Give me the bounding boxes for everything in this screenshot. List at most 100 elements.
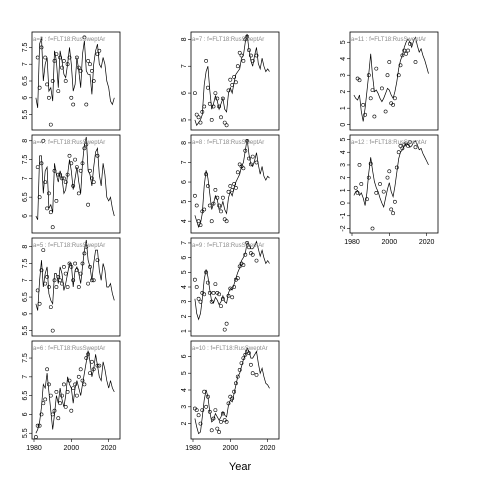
y-tick-label: 5.5 xyxy=(22,110,29,120)
y-tick-label: 6 xyxy=(22,96,29,100)
observed-point xyxy=(357,78,362,83)
observed-point xyxy=(75,268,79,273)
observed-point xyxy=(243,148,248,153)
observed-point xyxy=(50,225,55,230)
panel-frame xyxy=(349,31,439,131)
observed-point xyxy=(196,296,201,301)
observed-point xyxy=(237,367,242,372)
observed-point xyxy=(88,62,92,67)
observed-point xyxy=(243,37,248,42)
observed-point xyxy=(392,96,397,101)
observed-point xyxy=(222,120,227,125)
panel-frame xyxy=(31,134,121,234)
fitted-line xyxy=(194,240,270,321)
observed-point xyxy=(47,95,51,100)
panel-6: a=8 : f=FLT18:RusSweptAr 4 5 6 7 8 xyxy=(181,134,280,234)
fitted-line xyxy=(35,350,115,434)
observed-point xyxy=(76,374,81,379)
y-tick-label: 7.5 xyxy=(22,155,29,165)
panel-frame xyxy=(349,134,439,234)
observed-point xyxy=(396,73,401,78)
observed-point xyxy=(239,164,244,169)
y-tick-label: 0 xyxy=(340,123,347,127)
observed-point xyxy=(84,244,89,249)
observed-point xyxy=(194,112,199,117)
observed-point xyxy=(413,60,418,64)
observed-point xyxy=(75,165,79,170)
observed-point xyxy=(200,408,205,413)
y-tick-label: 4 xyxy=(181,219,188,223)
panel-8: a=10 : f=FLT18:RusSweptAr 2 3 4 5 6 1980 2000 20… xyxy=(181,340,280,452)
observed-point xyxy=(224,419,229,424)
observed-point xyxy=(35,165,40,170)
observed-point xyxy=(368,161,373,166)
observed-point xyxy=(91,278,96,283)
observed-point xyxy=(58,55,63,60)
observed-point xyxy=(215,426,220,431)
observed-point xyxy=(91,180,96,185)
observed-point xyxy=(217,292,222,297)
observed-point xyxy=(84,356,89,360)
observed-point xyxy=(366,73,371,78)
observed-point xyxy=(250,252,255,257)
observed-point xyxy=(400,53,405,58)
y-tick-label: -1 xyxy=(340,213,347,219)
x-tick-label: 1980 xyxy=(185,445,201,452)
observed-point xyxy=(65,389,70,394)
observed-point xyxy=(45,274,50,279)
y-tick-label: 4 xyxy=(340,150,347,154)
observed-point xyxy=(230,295,235,300)
observed-point xyxy=(82,35,87,40)
y-tick-label: 4 xyxy=(181,285,188,289)
observed-point xyxy=(243,252,248,257)
observed-point xyxy=(219,209,223,214)
observed-point xyxy=(230,396,235,401)
x-axis-title: Year xyxy=(229,461,252,473)
observed-point xyxy=(226,401,231,406)
observed-point xyxy=(75,393,79,398)
panel-label: a=8 : f=FLT18:RusSweptAr xyxy=(192,140,264,146)
panel-label: a=6 : f=FLT18:RusSweptAr xyxy=(33,346,105,352)
observed-point xyxy=(254,258,259,263)
observed-point xyxy=(194,408,199,413)
observed-point xyxy=(90,278,94,283)
observed-point xyxy=(97,48,102,53)
observed-point xyxy=(69,161,74,166)
observed-point xyxy=(34,435,38,439)
observed-point xyxy=(378,182,382,186)
observed-point xyxy=(404,51,409,56)
observed-point xyxy=(228,286,233,291)
observed-point xyxy=(205,280,210,285)
observed-point xyxy=(58,278,63,283)
panel-label: a=3 : f=FLT18:RusSweptAr xyxy=(33,37,105,43)
observed-point xyxy=(355,190,360,195)
observed-point xyxy=(213,282,218,287)
observed-point xyxy=(219,419,223,424)
observed-point xyxy=(404,141,409,146)
observed-point xyxy=(400,146,405,151)
y-tick-label: 6 xyxy=(22,214,29,218)
observed-point xyxy=(220,96,225,101)
observed-point xyxy=(196,219,201,224)
observed-point xyxy=(62,176,66,181)
observed-point xyxy=(233,381,238,386)
observed-point xyxy=(364,197,369,202)
x-tick-label: 2020 xyxy=(419,239,435,246)
panel-7: a=9 : f=FLT18:RusSweptAr 1 2 3 4 5 6 7 xyxy=(181,237,280,337)
observed-point xyxy=(396,150,401,155)
panel-3: a=5 : f=FLT18:RusSweptAr 5.5 6 6.5 7 7.5 8 xyxy=(22,237,121,337)
observed-point xyxy=(39,45,44,50)
observed-point xyxy=(250,59,255,63)
panel-4: a=6 : f=FLT18:RusSweptAr 5.5 6 6.5 7 7.5 1980 2… xyxy=(22,340,121,452)
observed-point xyxy=(67,378,72,383)
observed-point xyxy=(202,207,207,212)
observed-point xyxy=(35,423,40,428)
observed-point xyxy=(237,162,242,167)
observed-point xyxy=(226,88,231,93)
observed-point xyxy=(95,363,100,368)
observed-point xyxy=(368,96,373,101)
observed-point xyxy=(63,180,68,185)
y-tick-label: 8 xyxy=(181,37,188,41)
observed-point xyxy=(78,367,83,372)
observed-point xyxy=(56,172,61,177)
